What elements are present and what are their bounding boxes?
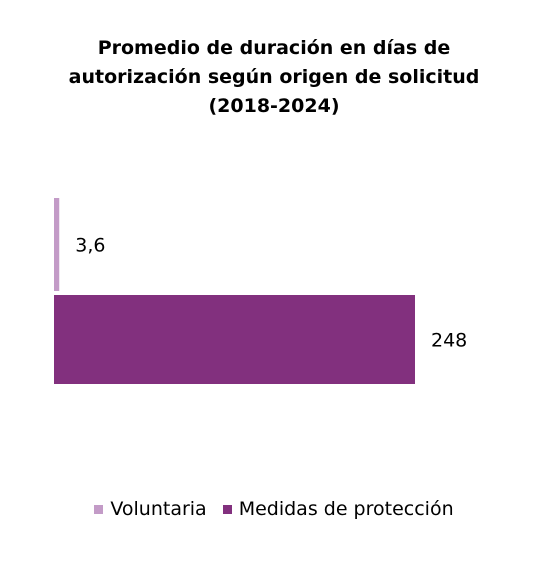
- legend-item-medidas-de-proteccion: Medidas de protección: [222, 496, 454, 522]
- data-label-medidas-de-proteccion: 248: [431, 330, 467, 352]
- chart-legend: Voluntaria Medidas de protección: [0, 496, 548, 522]
- legend-label-medidas-de-proteccion: Medidas de protección: [238, 498, 454, 520]
- legend-label-voluntaria: Voluntaria: [110, 498, 207, 520]
- bar-medidas-de-proteccion: [54, 295, 415, 384]
- legend-swatch-voluntaria: [94, 504, 104, 514]
- bar-voluntaria: [54, 198, 60, 291]
- legend-swatch-medidas-de-proteccion: [222, 504, 232, 514]
- data-label-voluntaria: 3,6: [75, 235, 105, 257]
- legend-item-voluntaria: Voluntaria: [94, 496, 207, 522]
- chart-title: Promedio de duración en días de autoriza…: [68, 37, 480, 117]
